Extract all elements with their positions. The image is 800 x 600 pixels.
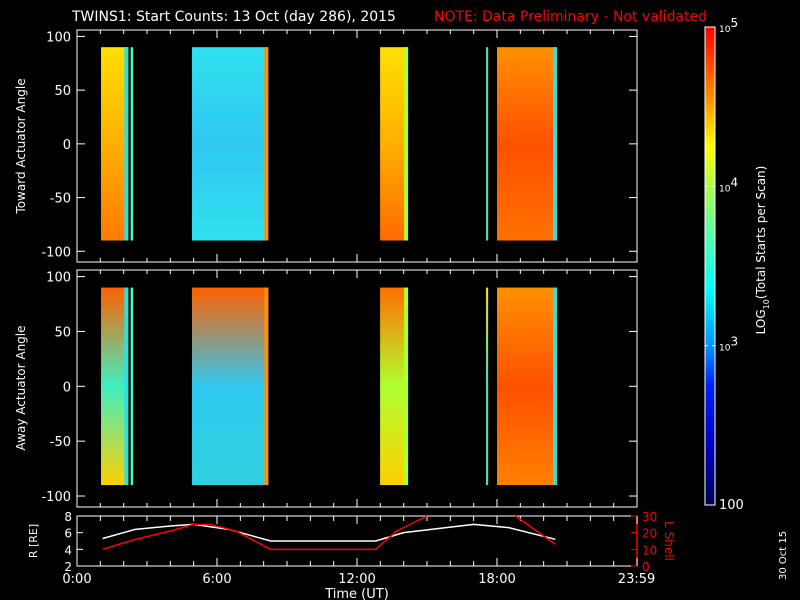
preliminary-note: NOTE: Data Preliminary - Not validated: [434, 9, 707, 25]
spectrogram-block: [192, 287, 269, 486]
colorbar-tick-exponent: 5: [730, 16, 738, 30]
y-tick-label: -50: [50, 435, 71, 450]
away-y-axis-label: Away Actuator Angle: [14, 325, 28, 450]
colorbar-label: LOG10(Total Starts per Scan): [754, 166, 771, 335]
colorbar-label-main: LOG: [754, 309, 768, 334]
y2-tick-label: 10: [642, 543, 657, 557]
spectrogram-block-edge: [124, 287, 129, 486]
y-tick-label: 100: [46, 271, 71, 286]
colorbar-tick-label: 105: [719, 16, 738, 35]
y-tick-label: 6: [64, 527, 72, 541]
y2-tick-label: 0: [642, 560, 650, 574]
colorbar-tick-label: 103: [719, 335, 738, 354]
spectrogram-block-edge: [552, 287, 557, 486]
y-tick-label: -50: [50, 192, 71, 207]
y-tick-label: 50: [54, 84, 71, 99]
spectrogram-block-edge: [264, 287, 269, 486]
spectrogram-block-edge: [124, 47, 129, 241]
colorbar-label-sub: 10: [762, 299, 771, 309]
r-line: [102, 523, 556, 542]
lshell-axis-label: L Shell: [662, 521, 676, 561]
spectrogram-block-edge: [264, 47, 269, 241]
spectrogram-block: [101, 287, 129, 486]
spectrogram-block-edge: [552, 47, 557, 241]
spectrogram-block: [101, 47, 129, 241]
x-tick-label: 0:00: [62, 572, 91, 587]
spectrogram-block: [380, 287, 409, 486]
y-tick-label: -100: [41, 490, 71, 505]
spectrogram-block: [486, 287, 489, 486]
spectrogram-block: [486, 47, 489, 241]
spectrogram-block: [497, 287, 557, 486]
x-tick-label: 12:00: [338, 572, 375, 587]
y-tick-label: 0: [63, 138, 71, 153]
x-tick-label: 6:00: [202, 572, 231, 587]
colorbar-tick-exponent: 4: [730, 175, 738, 189]
y-tick-label: 2: [64, 560, 72, 574]
y-tick-label: 0: [63, 380, 71, 395]
lshell-line: [515, 515, 556, 545]
toward-y-axis-label: Toward Actuator Angle: [14, 78, 28, 214]
spectrogram-block-edge: [404, 287, 409, 486]
colorbar: [704, 26, 716, 506]
spectrogram-block: [192, 47, 269, 241]
y-tick-label: -100: [41, 245, 71, 260]
r-axis-label: R [RE]: [27, 524, 40, 558]
y-tick-label: 50: [54, 325, 71, 340]
x-tick-label: 23:59: [618, 572, 655, 587]
spectrogram-block: [130, 287, 133, 486]
y-tick-label: 8: [64, 510, 72, 524]
x-tick-label: 18:00: [478, 572, 515, 587]
colorbar-label-rest: (Total Starts per Scan): [754, 166, 768, 300]
spectrogram-block: [130, 47, 133, 241]
y-tick-label: 100: [46, 30, 71, 45]
spectrogram-block: [380, 47, 409, 241]
plot-title: TWINS1: Start Counts: 13 Oct (day 286), …: [71, 9, 396, 25]
spectrogram-block: [497, 47, 557, 241]
y-tick-label: 4: [64, 543, 72, 557]
date-stamp: 30 Oct 15: [778, 531, 789, 580]
spectrogram-block-edge: [404, 47, 409, 241]
colorbar-tick-exponent: 3: [730, 335, 738, 349]
colorbar-tick-label: 104: [719, 175, 738, 194]
x-axis-label: Time (UT): [324, 587, 389, 600]
colorbar-tick-label: 100: [719, 498, 744, 513]
y2-tick-label: 30: [642, 510, 657, 524]
lshell-line: [102, 515, 428, 551]
y2-tick-label: 20: [642, 527, 657, 541]
